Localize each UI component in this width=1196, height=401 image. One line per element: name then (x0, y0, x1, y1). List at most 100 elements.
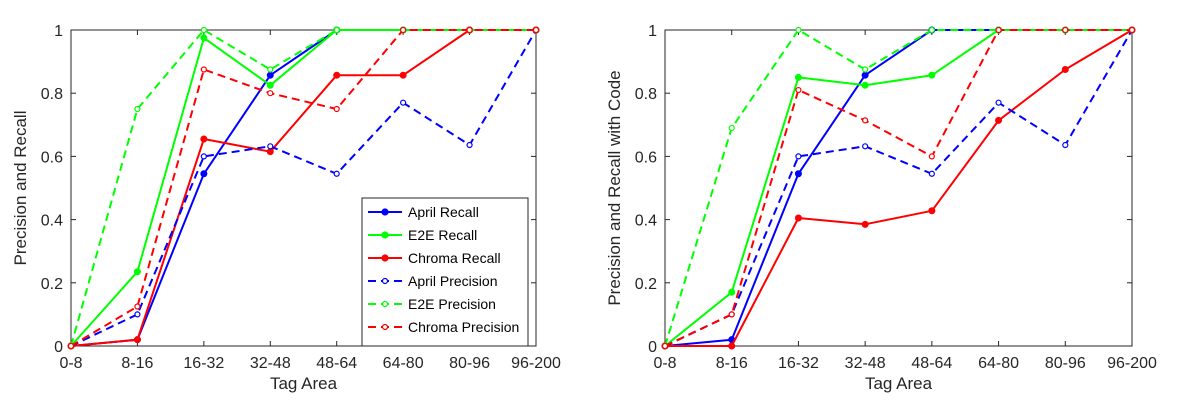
data-point-chroma-precision (267, 90, 274, 97)
data-point-april-recall (200, 170, 208, 178)
data-point-e2e-recall (861, 81, 869, 89)
data-point-chroma-recall (133, 336, 141, 344)
data-point-chroma-precision (862, 117, 869, 124)
data-point-chroma-recall (333, 71, 341, 79)
plot-area-frame (70, 29, 537, 347)
x-axis-label: Tag Area (270, 374, 338, 393)
data-point-april-precision (466, 141, 473, 149)
data-point-april-precision (333, 170, 340, 177)
legend-label-chroma-precision: Chroma Precision (408, 319, 519, 335)
y-tick-label: 0 (648, 339, 657, 356)
data-point-e2e-recall (728, 288, 736, 296)
data-point-chroma-precision (466, 26, 473, 34)
x-tick-label: 80-96 (449, 355, 490, 372)
data-point-e2e-precision (728, 124, 735, 132)
data-point-e2e-precision (928, 26, 935, 34)
data-point-chroma-precision (1062, 26, 1069, 34)
legend-label-april-precision: April Precision (408, 273, 497, 289)
data-point-e2e-precision (134, 105, 141, 113)
series-line-chroma-precision (70, 29, 536, 347)
legend-marker-april-recall (381, 208, 389, 216)
x-tick-label: 48-64 (911, 355, 952, 372)
data-point-chroma-recall (861, 220, 869, 228)
x-tick-label: 48-64 (316, 355, 357, 372)
y-tick-label: 1 (54, 23, 63, 40)
data-point-chroma-precision (200, 66, 207, 73)
data-point-april-precision (267, 143, 274, 150)
y-tick-label: 0.4 (635, 213, 657, 230)
x-tick-label: 64-80 (383, 355, 424, 372)
x-tick-label: 0-8 (59, 355, 82, 372)
x-tick-label: 32-48 (845, 355, 886, 372)
x-tick-label: 64-80 (978, 355, 1019, 372)
x-tick-label: 80-96 (1045, 355, 1086, 372)
data-point-e2e-precision (862, 66, 869, 73)
y-tick-label: 0.6 (635, 149, 657, 166)
y-tick-label: 0.4 (41, 213, 63, 230)
x-tick-label: 0-8 (653, 355, 676, 372)
chart-panel-1: 0 0.2 0.4 0.6 0.8 1 0-8 8-16 16-32 32-48 48-64 64-8… (11, 23, 561, 393)
data-point-chroma-recall (928, 207, 936, 215)
data-point-chroma-recall (995, 116, 1003, 124)
data-point-april-precision (862, 143, 869, 150)
x-tick-label: 96-200 (1107, 355, 1157, 372)
data-point-chroma-precision (661, 342, 669, 350)
data-point-e2e-precision (333, 26, 340, 34)
data-point-chroma-precision (134, 303, 141, 310)
data-point-e2e-recall (200, 34, 208, 42)
series-line-e2e-precision (664, 29, 1132, 347)
data-point-april-precision (928, 170, 935, 177)
x-tick-label: 8-16 (121, 355, 153, 372)
y-tick-label: 0.8 (635, 86, 657, 103)
data-point-e2e-precision (200, 26, 207, 34)
legend-label-april-recall: April Recall (408, 204, 479, 220)
data-point-april-precision (1062, 141, 1069, 149)
x-axis-label: Tag Area (865, 374, 933, 393)
data-point-april-precision (995, 99, 1002, 106)
series-line-chroma-recall (70, 29, 536, 347)
series-line-chroma-recall (665, 29, 1133, 347)
data-point-april-recall (266, 71, 274, 79)
legend-label-e2e-precision: E2E Precision (408, 296, 496, 312)
data-point-chroma-precision (795, 86, 802, 94)
data-point-chroma-recall (728, 342, 736, 350)
legend-marker-e2e-recall (381, 231, 389, 239)
data-point-chroma-recall (399, 71, 407, 79)
series-line-e2e-recall (664, 29, 1132, 347)
legend: April Recall E2E Recall Chroma Recall April… (361, 197, 529, 347)
data-point-chroma-precision (67, 342, 75, 350)
data-point-april-precision (795, 153, 802, 160)
data-point-april-precision (400, 99, 407, 106)
data-point-chroma-precision (728, 311, 735, 318)
data-point-e2e-precision (795, 26, 802, 34)
y-tick-label: 1 (648, 23, 657, 40)
chart-panel-2: 0 0.2 0.4 0.6 0.8 1 0-8 8-16 16-32 32-48 48-64 64-8… (605, 23, 1157, 393)
y-axis-label: Precision and Recall (11, 111, 30, 266)
x-tick-label: 8-16 (716, 355, 748, 372)
data-point-chroma-precision (1128, 26, 1136, 34)
data-point-e2e-precision (267, 66, 274, 73)
x-tick-label: 96-200 (511, 355, 561, 372)
x-tick-label: 16-32 (183, 355, 224, 372)
y-tick-label: 0.2 (635, 276, 657, 293)
legend-marker-chroma-recall (381, 254, 389, 262)
data-point-e2e-recall (794, 73, 802, 81)
data-point-e2e-recall (266, 81, 274, 89)
data-point-chroma-precision (995, 26, 1002, 34)
data-point-april-precision (200, 153, 207, 160)
legend-box (361, 197, 529, 347)
y-tick-label: 0.6 (41, 149, 63, 166)
data-point-e2e-recall (133, 268, 141, 276)
data-point-chroma-precision (532, 26, 540, 34)
x-tick-label: 32-48 (250, 355, 291, 372)
legend-label-chroma-recall: Chroma Recall (408, 250, 501, 266)
data-point-e2e-recall (928, 71, 936, 79)
y-tick-label: 0.8 (41, 86, 63, 103)
legend-marker-april-precision (381, 277, 389, 285)
series-line-e2e-precision (70, 29, 536, 347)
data-point-chroma-recall (1061, 66, 1069, 73)
legend-marker-e2e-precision (381, 300, 389, 308)
data-point-chroma-precision (333, 105, 340, 113)
series-line-april-recall (664, 29, 1132, 347)
